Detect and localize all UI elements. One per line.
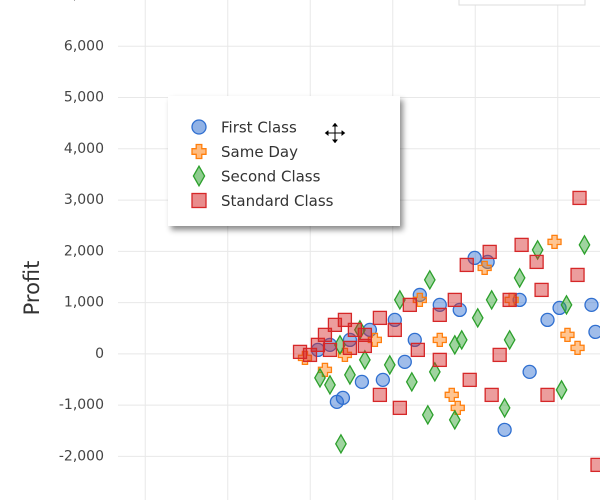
marker xyxy=(428,361,441,383)
y-tick-label: 4,000 xyxy=(64,141,104,157)
marker xyxy=(324,374,336,396)
marker xyxy=(588,324,600,340)
y-tick-label: 2,000 xyxy=(64,243,104,259)
marker xyxy=(590,457,600,473)
marker xyxy=(191,192,207,209)
marker xyxy=(421,404,434,426)
marker xyxy=(447,292,462,308)
marker xyxy=(459,257,474,273)
marker xyxy=(471,307,484,329)
legend-label: Same Day xyxy=(221,143,298,161)
marker xyxy=(540,312,555,328)
marker xyxy=(448,334,461,356)
marker xyxy=(513,267,526,289)
marker xyxy=(358,349,371,371)
marker xyxy=(432,307,447,323)
marker xyxy=(531,239,544,261)
marker xyxy=(372,387,388,403)
marker xyxy=(560,294,573,316)
marker xyxy=(432,332,447,348)
marker xyxy=(314,367,326,389)
y-axis-title: Profit xyxy=(20,261,44,316)
marker xyxy=(367,332,382,348)
marker xyxy=(578,234,591,256)
y-tick-label: 3,000 xyxy=(64,192,104,208)
marker xyxy=(534,282,549,298)
marker xyxy=(560,327,575,343)
marker xyxy=(547,234,562,250)
marker xyxy=(492,347,507,363)
marker xyxy=(292,344,308,360)
y-tick-label: 0 xyxy=(95,346,104,362)
marker xyxy=(432,352,447,368)
y-tick-label: -2,000 xyxy=(59,448,104,464)
marker xyxy=(584,297,599,313)
marker xyxy=(397,354,412,370)
marker xyxy=(450,400,465,416)
marker xyxy=(392,400,407,416)
move-cursor xyxy=(323,121,347,145)
marker xyxy=(334,433,347,455)
marker xyxy=(383,354,396,376)
marker xyxy=(342,340,358,356)
y-tick-label: 1,000 xyxy=(64,295,104,311)
marker xyxy=(343,364,356,386)
marker xyxy=(497,422,512,438)
marker xyxy=(191,143,207,160)
marker xyxy=(552,300,567,316)
marker xyxy=(412,292,427,308)
marker xyxy=(402,297,417,313)
legend-box xyxy=(168,96,400,226)
marker xyxy=(503,329,516,351)
legend-label: Standard Class xyxy=(221,192,334,210)
marker xyxy=(462,372,477,388)
legend: First Class Same Day Second Class Standard … xyxy=(168,96,400,226)
marker xyxy=(570,267,585,283)
marker xyxy=(502,292,517,308)
marker xyxy=(540,387,555,403)
marker xyxy=(372,310,388,326)
marker xyxy=(354,374,370,390)
marker xyxy=(482,244,497,260)
marker xyxy=(317,362,333,378)
marker xyxy=(405,371,418,393)
legend-label: Second Class xyxy=(221,168,321,186)
points xyxy=(292,190,600,473)
marker xyxy=(357,338,373,354)
marker xyxy=(322,342,338,358)
marker xyxy=(375,372,391,388)
marker xyxy=(410,342,425,358)
y-tick-label: -1,000 xyxy=(59,397,104,413)
marker xyxy=(423,269,436,291)
marker xyxy=(485,289,498,311)
marker xyxy=(387,322,402,338)
marker xyxy=(448,409,461,431)
marker xyxy=(570,340,585,356)
marker xyxy=(484,387,499,403)
marker xyxy=(477,260,492,276)
marker xyxy=(357,327,373,343)
marker xyxy=(514,237,529,253)
y-tick-label: 5,000 xyxy=(64,90,104,106)
y-tick-label: 7,000 xyxy=(64,0,104,3)
marker xyxy=(393,289,406,311)
marker xyxy=(522,364,537,380)
marker xyxy=(192,164,206,188)
marker xyxy=(444,387,459,403)
marker xyxy=(572,190,587,206)
marker xyxy=(335,390,351,406)
legend-label: First Class xyxy=(221,119,297,137)
marker xyxy=(498,397,511,419)
marker xyxy=(529,254,544,270)
marker xyxy=(455,329,468,351)
marker xyxy=(191,119,207,135)
y-tick-label: 6,000 xyxy=(64,38,104,54)
marker xyxy=(555,379,568,401)
toolbar-box[interactable] xyxy=(458,0,586,6)
